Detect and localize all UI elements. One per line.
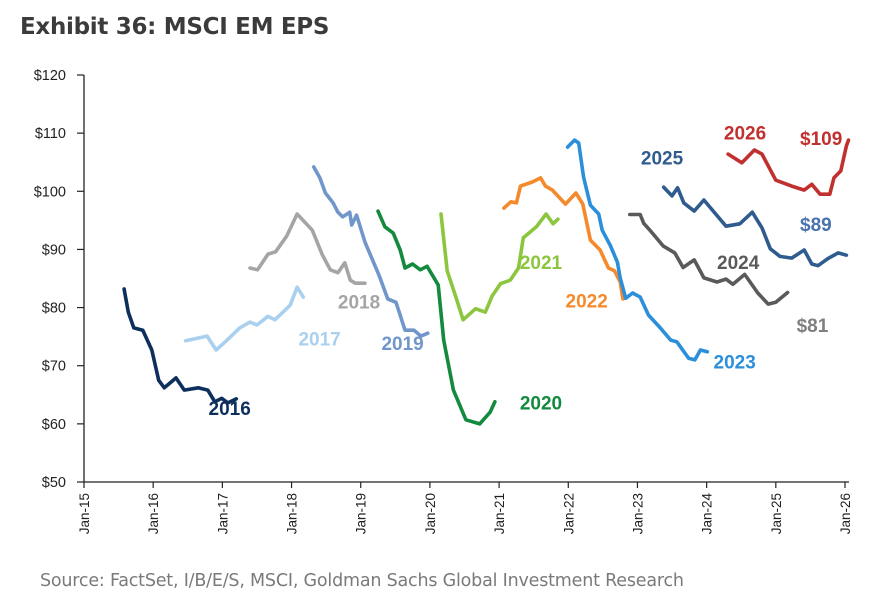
- x-tick-label: Jan-20: [423, 493, 438, 534]
- series-line-2020: [376, 209, 497, 426]
- x-tick-label: Jan-26: [838, 493, 853, 534]
- series-label-2021: 2021: [520, 253, 563, 274]
- series-label-2020: 2020: [520, 393, 562, 414]
- series-label-2025: 2025: [641, 149, 684, 170]
- x-tick-label: Jan-23: [630, 493, 645, 534]
- series-lines: [122, 138, 851, 426]
- series-label-2022: 2022: [566, 292, 608, 313]
- value-annotation: $89: [800, 215, 832, 236]
- series-line-2018: [248, 212, 367, 286]
- series-label-2017: 2017: [298, 329, 340, 350]
- series-line-2019: [311, 165, 430, 338]
- value-annotations: $109 $89 $81: [797, 129, 843, 337]
- value-annotation: $109: [800, 129, 842, 150]
- y-tick-label: $50: [42, 475, 66, 491]
- x-tick-label: Jan-18: [285, 493, 300, 534]
- value-annotation: $81: [797, 316, 829, 337]
- chart-title: Exhibit 36: MSCI EM EPS: [20, 14, 330, 40]
- series-label-2018: 2018: [338, 293, 380, 314]
- series-label-2024: 2024: [717, 253, 760, 274]
- x-tick-label: Jan-16: [146, 493, 161, 534]
- series-label-2016: 2016: [209, 399, 251, 420]
- axes: $50 $60 $70 $80 $90 $100 $110 $120 Jan-15 Jan-16 J…: [34, 68, 853, 534]
- series-label-2026: 2026: [724, 124, 766, 145]
- x-tick-label: Jan-21: [492, 493, 507, 534]
- series-line-2026: [726, 138, 851, 196]
- x-tick-label: Jan-19: [354, 493, 369, 534]
- y-tick-label: $60: [42, 417, 66, 433]
- y-tick-label: $80: [42, 301, 66, 317]
- series-line-2024: [627, 212, 790, 306]
- y-tick-label: $110: [35, 126, 66, 142]
- y-tick-label: $90: [42, 242, 66, 258]
- series-line-2016: [122, 287, 238, 405]
- x-tick-label: Jan-15: [77, 493, 92, 534]
- y-tick-label: $70: [42, 359, 66, 375]
- series-line-2022: [502, 176, 625, 301]
- x-tick-label: Jan-25: [769, 493, 784, 534]
- y-tick-label: $100: [34, 184, 66, 200]
- x-tick-label: Jan-17: [215, 493, 230, 534]
- series-line-2023: [565, 138, 710, 362]
- series-line-2017: [183, 285, 306, 352]
- x-tick-label: Jan-24: [700, 493, 715, 535]
- source-note: Source: FactSet, I/B/E/S, MSCI, Goldman …: [40, 571, 684, 591]
- series-line-2025: [661, 185, 849, 268]
- y-tick-label: $120: [34, 68, 66, 84]
- x-tick-label: Jan-22: [561, 493, 576, 534]
- series-label-2019: 2019: [381, 334, 423, 355]
- series-label-2023: 2023: [714, 353, 756, 374]
- series-line-2021: [439, 212, 560, 322]
